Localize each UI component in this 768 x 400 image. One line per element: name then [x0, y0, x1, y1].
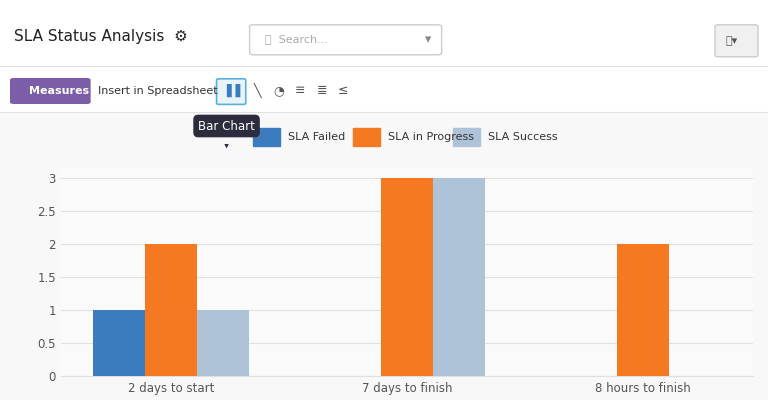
Text: Insert in Spreadsheet: Insert in Spreadsheet: [98, 86, 218, 96]
Text: ╲: ╲: [253, 83, 261, 98]
Text: ≣: ≣: [316, 84, 327, 97]
Text: SLA Status Analysis  ⚙: SLA Status Analysis ⚙: [14, 28, 187, 44]
Text: Measures ▾: Measures ▾: [29, 86, 99, 96]
Text: Bar Chart: Bar Chart: [198, 120, 255, 132]
Text: ▐▐: ▐▐: [221, 84, 241, 98]
Bar: [617, 244, 669, 376]
Text: 📊▾: 📊▾: [725, 36, 737, 46]
Text: 🔍  Search...: 🔍 Search...: [265, 34, 328, 44]
Text: ≡: ≡: [295, 84, 306, 97]
Bar: [381, 178, 433, 376]
Bar: [145, 244, 197, 376]
Text: ≤: ≤: [338, 84, 349, 97]
Bar: [93, 310, 145, 376]
Text: SLA in Progress: SLA in Progress: [388, 132, 474, 142]
Text: ▾: ▾: [425, 33, 431, 46]
Bar: [197, 310, 249, 376]
Bar: [433, 178, 485, 376]
Text: SLA Failed: SLA Failed: [288, 132, 346, 142]
Text: ◔: ◔: [273, 84, 284, 97]
Text: SLA Success: SLA Success: [488, 132, 558, 142]
